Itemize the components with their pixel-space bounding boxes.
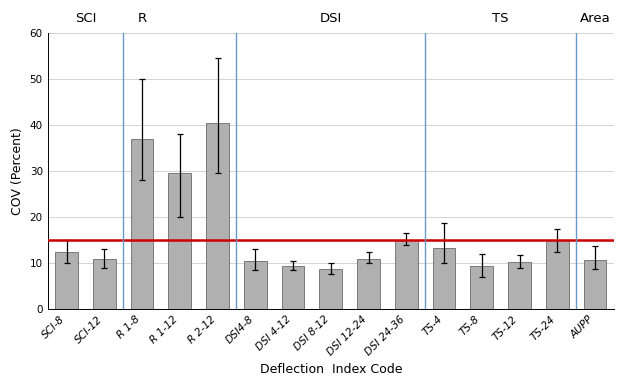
Bar: [432, 248, 456, 309]
Bar: [206, 123, 229, 309]
Y-axis label: COV (Percent): COV (Percent): [11, 127, 24, 215]
Text: Area: Area: [579, 12, 611, 25]
Bar: [508, 262, 531, 309]
Bar: [169, 173, 191, 309]
Bar: [546, 240, 569, 309]
Bar: [282, 265, 304, 309]
Bar: [357, 259, 380, 309]
Bar: [395, 240, 418, 309]
Bar: [471, 265, 493, 309]
Bar: [584, 260, 606, 309]
Bar: [131, 139, 153, 309]
Text: SCI: SCI: [75, 12, 96, 25]
Text: R: R: [138, 12, 147, 25]
X-axis label: Deflection  Index Code: Deflection Index Code: [259, 363, 402, 376]
Text: TS: TS: [492, 12, 509, 25]
Bar: [55, 252, 78, 309]
Bar: [93, 259, 116, 309]
Bar: [244, 261, 267, 309]
Text: DSI: DSI: [319, 12, 342, 25]
Bar: [319, 269, 342, 309]
